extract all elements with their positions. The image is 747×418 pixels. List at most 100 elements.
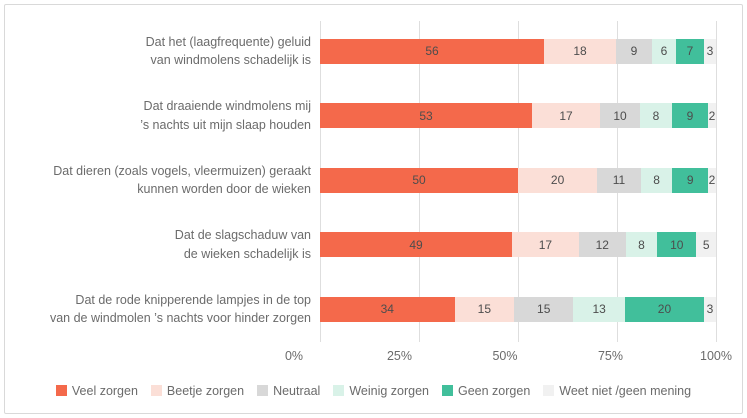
bar-segment: 2 [707, 103, 716, 129]
bar-segment-value: 3 [706, 302, 714, 317]
bar-segment-value: 13 [592, 302, 606, 317]
bar-segment-value: 34 [380, 302, 394, 317]
legend-label: Geen zorgen [458, 383, 531, 398]
legend-swatch [543, 385, 555, 396]
bar-segment-value: 7 [686, 44, 694, 59]
legend-item: Beetje zorgen [150, 383, 245, 398]
legend-item: Neutraal [257, 384, 320, 398]
bar-segment: 3 [704, 296, 716, 322]
legend: Veel zorgen Beetje zorgen Neutraal Weinig z… [5, 384, 742, 398]
x-axis-tick-label: 75% [597, 348, 624, 363]
bar-segment-value: 17 [559, 108, 573, 123]
bar-segment-value: 2 [708, 108, 716, 123]
bar-segment-value: 53 [419, 108, 433, 123]
stacked-bar: 50 20 11 8 9 2 [320, 167, 716, 193]
bar-segment: 9 [671, 103, 708, 129]
legend-item: Geen zorgen [442, 384, 530, 398]
bar-segment-value: 10 [613, 108, 627, 123]
bar-segment: 53 [320, 103, 532, 129]
bar-segment-value: 18 [573, 44, 587, 59]
category-label: Dat draaiende windmolens mij ’s nachts u… [140, 99, 311, 132]
stacked-bar: 34 15 15 13 20 3 [320, 296, 716, 322]
stacked-bar: 53 17 10 8 9 2 [320, 103, 716, 129]
category-row: Dat draaiende windmolens mij ’s nachts u… [11, 84, 320, 149]
plot-area: 56 18 9 6 7 3 53 17 10 8 9 2 50 20 11 8 9 2 49 17 12 8 10 5 34 15… [320, 19, 717, 342]
legend-swatch [55, 385, 67, 396]
legend-swatch [333, 385, 345, 396]
bar-segment-value: 8 [652, 108, 660, 123]
legend-label: Veel zorgen [71, 383, 138, 398]
category-label: Dat het (laagfrequente) geluid van windm… [145, 34, 311, 68]
legend-label: Neutraal [273, 383, 321, 398]
category-label: Dat de rode knipperende lampjes in de to… [49, 292, 311, 326]
bar-segment-value: 10 [670, 237, 684, 252]
category-labels-column: Dat het (laagfrequente) geluid van windm… [11, 19, 320, 342]
bar-segment: 12 [578, 232, 626, 258]
bar-row: 53 17 10 8 9 2 [320, 84, 716, 149]
gridline [716, 21, 717, 342]
bar-segment-value: 50 [412, 173, 426, 188]
bar-segment: 9 [616, 38, 652, 64]
bar-segment: 9 [672, 167, 709, 193]
bar-segment-value: 8 [638, 237, 645, 252]
legend-label: Weinig zorgen [349, 383, 429, 398]
legend-item: Weinig zorgen [333, 384, 429, 398]
bar-segment: 2 [708, 167, 716, 193]
bar-segment-value: 6 [660, 44, 668, 59]
bar-segment-value: 20 [657, 302, 672, 317]
legend-label: Beetje zorgen [166, 383, 245, 398]
category-row: Dat het (laagfrequente) geluid van windm… [11, 19, 320, 84]
chart-card: Dat het (laagfrequente) geluid van windm… [4, 4, 743, 414]
bar-segment-value: 12 [595, 237, 609, 252]
bar-segment: 50 [320, 167, 518, 193]
legend-label: Weet niet /geen mening [559, 383, 692, 398]
bar-segment-value: 5 [702, 237, 710, 252]
bar-segment: 10 [600, 103, 640, 129]
bar-segment: 56 [320, 38, 544, 64]
bar-segment: 8 [640, 167, 673, 193]
bar-segment: 8 [625, 232, 658, 258]
x-axis-tick-label: 100% [700, 348, 732, 363]
bar-segment-value: 11 [612, 173, 626, 188]
bar-segment: 17 [512, 232, 579, 258]
bar-segment: 5 [696, 232, 716, 258]
bar-segment: 15 [454, 296, 515, 322]
bar-segment-value: 49 [409, 237, 423, 252]
category-row: Dat de rode knipperende lampjes in de to… [11, 277, 320, 342]
bar-segment: 49 [320, 232, 513, 258]
bar-row: 49 17 12 8 10 5 [320, 213, 716, 278]
bar-segment: 6 [652, 38, 676, 64]
bar-segment: 18 [544, 38, 616, 64]
bar-segment: 10 [657, 232, 697, 258]
bar-segment-value: 9 [630, 44, 638, 59]
x-axis: 0% 25% 50% 75% 100% [5, 349, 742, 371]
bar-segment-value: 8 [653, 173, 660, 188]
x-axis-ticks: 0% 25% 50% 75% 100% [285, 348, 732, 371]
bar-segment: 34 [320, 296, 455, 322]
legend-item: Veel zorgen [55, 383, 138, 398]
bar-segment: 15 [514, 296, 574, 322]
bar-segment-value: 20 [550, 173, 565, 188]
bar-segment-value: 9 [686, 173, 694, 188]
bar-segment-value: 15 [477, 302, 491, 317]
bar-segment-value: 2 [708, 173, 716, 188]
bar-row: 50 20 11 8 9 2 [320, 148, 716, 213]
legend-item: Weet niet /geen mening [543, 384, 691, 398]
x-axis-tick-label: 50% [492, 348, 518, 363]
bar-segment-value: 3 [706, 44, 714, 59]
category-row: Dat dieren (zoals vogels, vleermuizen) g… [11, 148, 320, 213]
bar-row: 34 15 15 13 20 3 [320, 277, 716, 342]
category-label: Dat dieren (zoals vogels, vleermuizen) g… [53, 163, 311, 197]
bar-segment: 20 [518, 167, 598, 193]
bar-segment: 8 [640, 103, 672, 129]
legend-swatch [257, 385, 269, 396]
x-axis-tick-label: 0% [284, 348, 304, 363]
legend-swatch [442, 385, 453, 396]
bar-segment-value: 15 [537, 302, 551, 317]
category-label: Dat de slagschaduw van de wieken schadel… [174, 228, 311, 261]
stacked-bar: 49 17 12 8 10 5 [320, 232, 716, 258]
bar-segment: 17 [532, 103, 600, 129]
bar-segment: 20 [624, 296, 705, 322]
legend-swatch [150, 385, 162, 396]
category-row: Dat de slagschaduw van de wieken schadel… [11, 213, 320, 278]
